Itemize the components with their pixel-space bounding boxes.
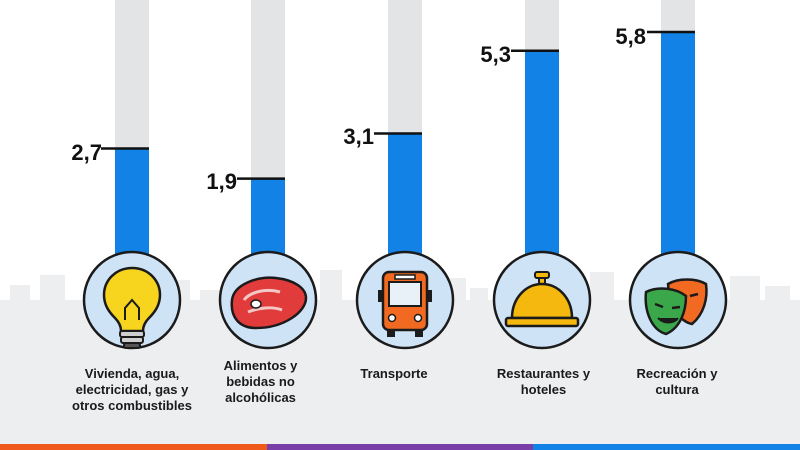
bus-icon bbox=[355, 250, 455, 350]
theater-masks-icon bbox=[628, 250, 728, 350]
bar-2 bbox=[388, 133, 422, 260]
category-label-4: Recreación y cultura bbox=[636, 366, 718, 397]
category-label-3: Restaurantes y hoteles bbox=[496, 366, 591, 397]
bar-0 bbox=[115, 148, 149, 260]
lightbulb-icon bbox=[82, 250, 182, 350]
value-label-1: 1,9 bbox=[206, 169, 237, 194]
category-label-0: Vivienda, agua, electricidad, gas y otro… bbox=[72, 366, 192, 413]
value-label-3: 5,3 bbox=[480, 42, 511, 67]
bar-1 bbox=[251, 178, 285, 260]
bar-3 bbox=[525, 50, 559, 261]
value-label-2: 3,1 bbox=[343, 124, 374, 149]
category-label-2: Transporte bbox=[360, 366, 428, 381]
bar-4 bbox=[661, 31, 695, 260]
color-strip bbox=[0, 444, 800, 450]
service-bell-icon bbox=[492, 250, 592, 350]
value-label-0: 2,7 bbox=[71, 140, 102, 165]
meat-icon bbox=[218, 250, 318, 350]
category-label-1: Alimentos y bebidas no alcohólicas bbox=[223, 358, 298, 405]
value-label-4: 5,8 bbox=[615, 24, 646, 49]
